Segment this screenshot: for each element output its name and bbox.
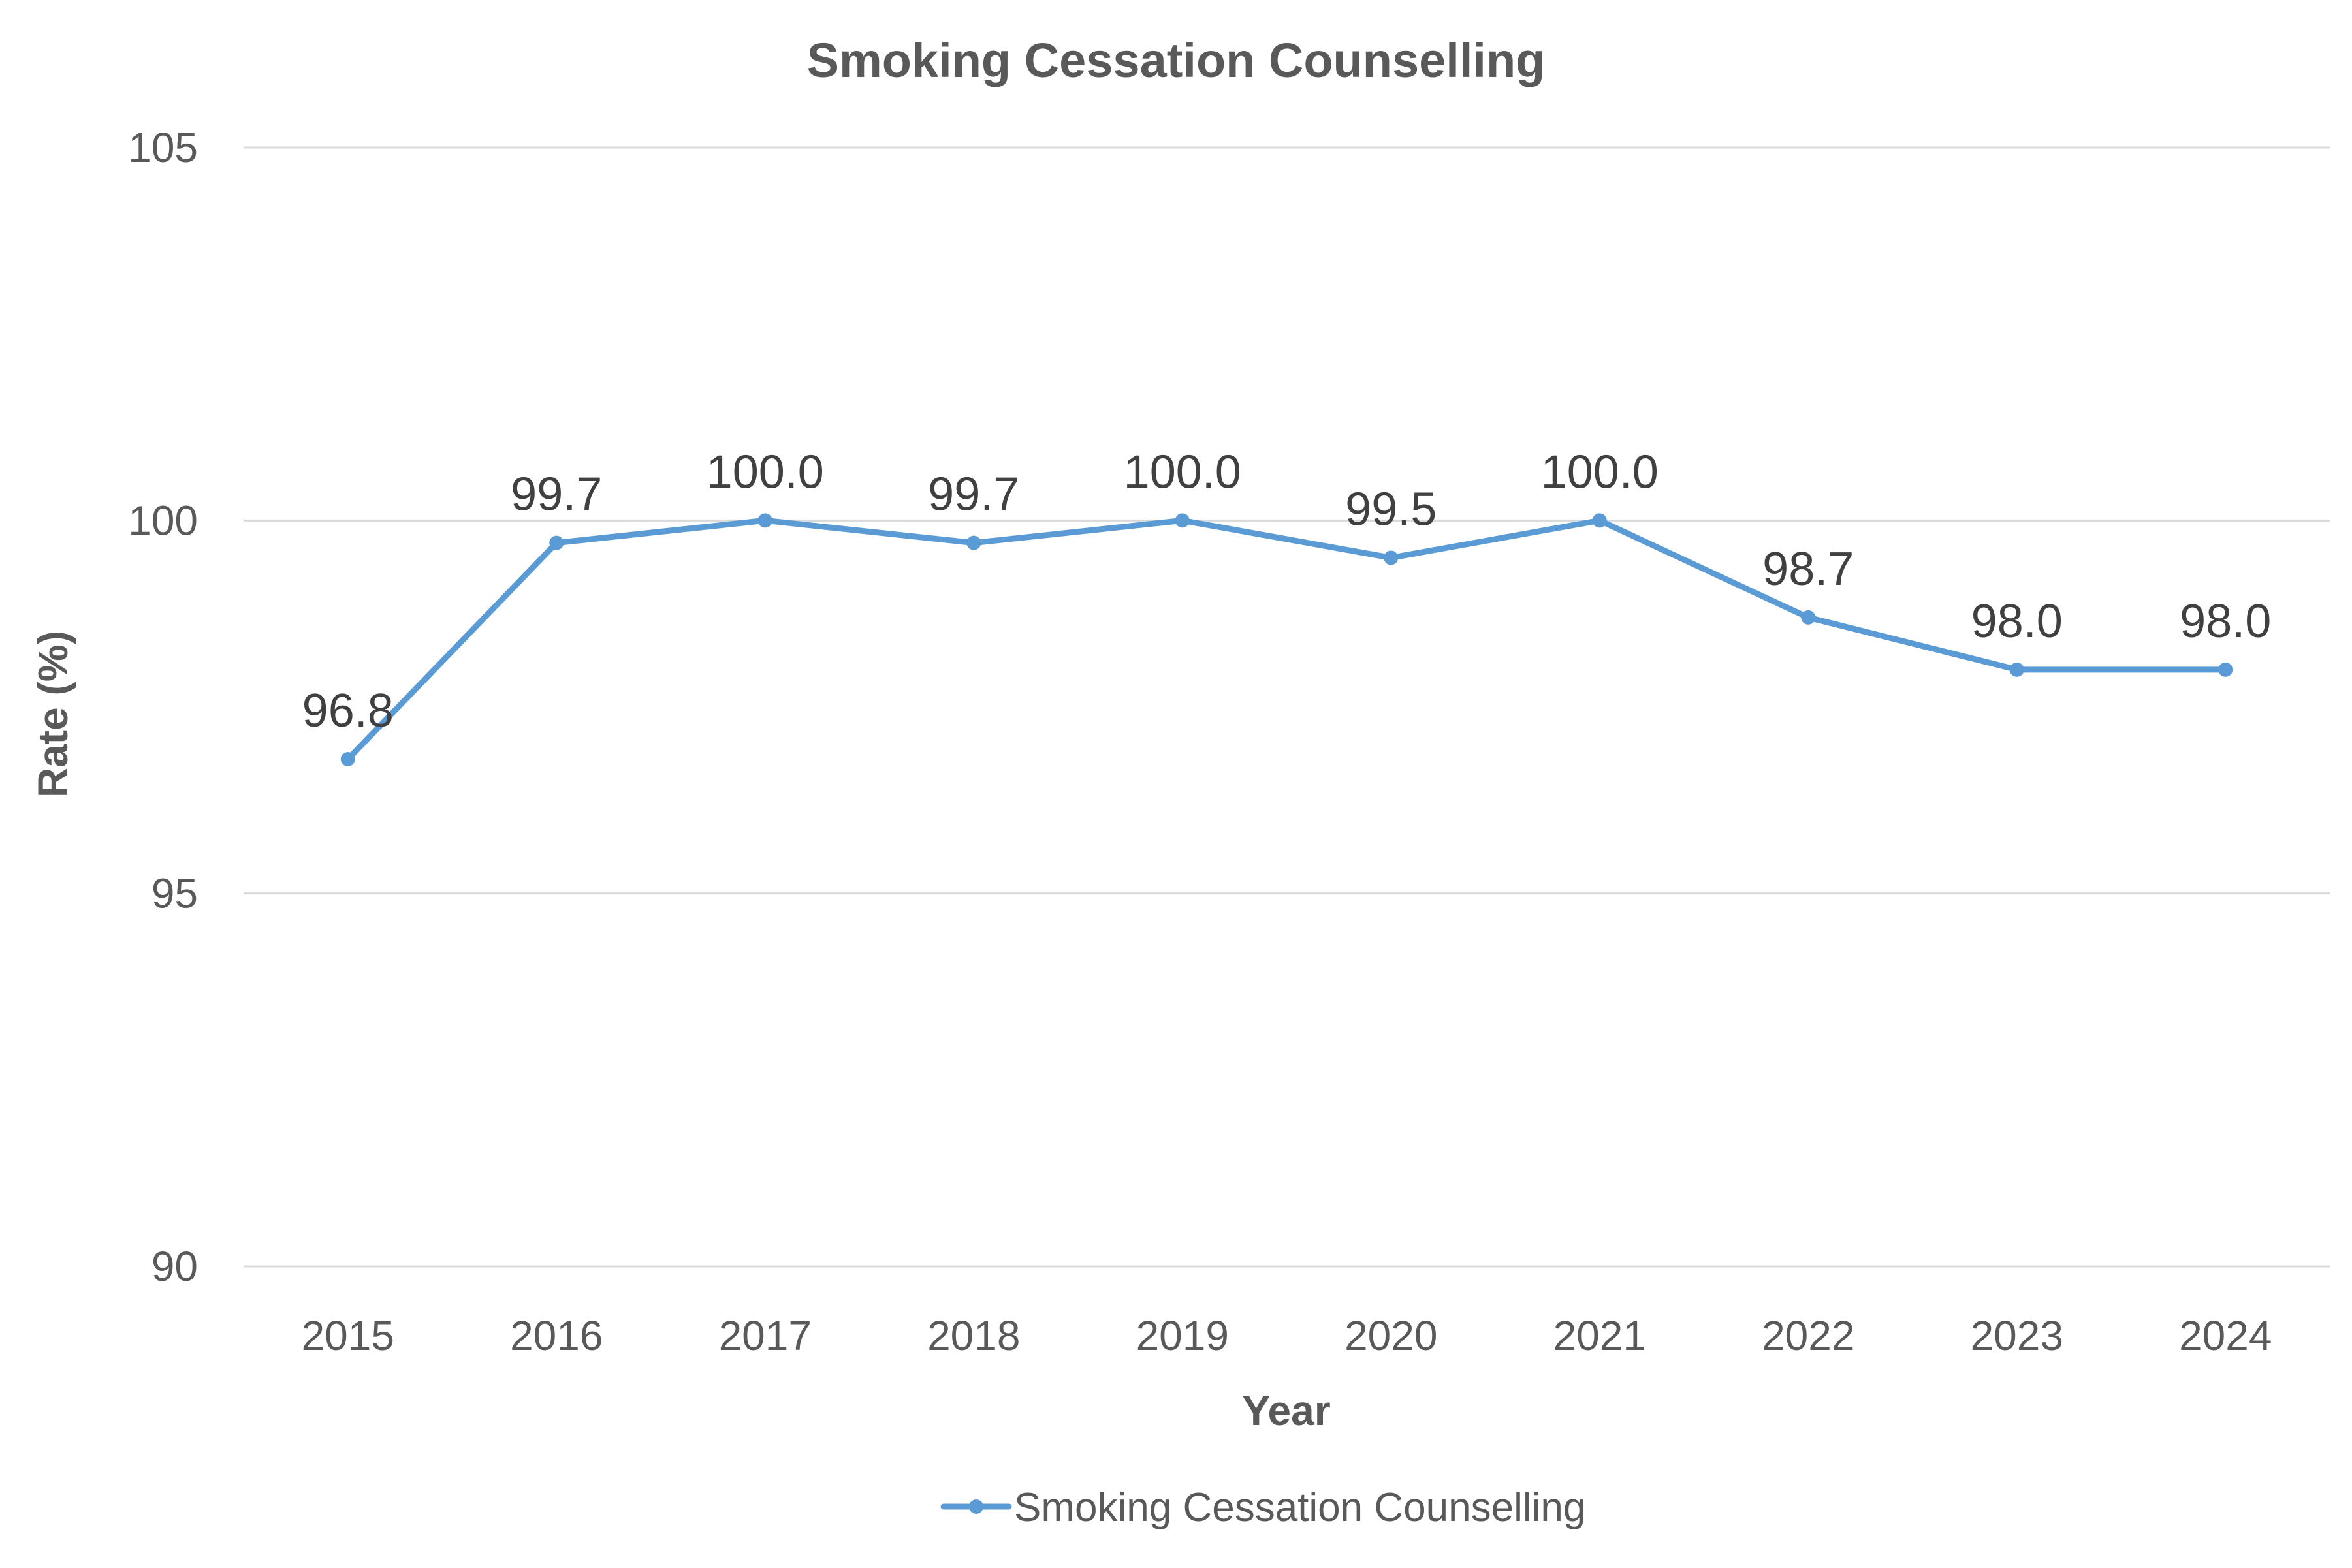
data-point-marker	[1801, 610, 1816, 625]
x-tick-label: 2021	[1553, 1312, 1646, 1359]
gridlines	[244, 146, 2330, 1268]
data-point-marker	[549, 535, 564, 550]
legend-marker-icon	[969, 1499, 983, 1514]
y-axis-title: Rate (%)	[29, 631, 76, 798]
data-label: 98.7	[1762, 543, 1854, 595]
chart-title: Smoking Cessation Counselling	[807, 33, 1546, 87]
data-label: 99.5	[1345, 483, 1437, 535]
x-tick-label: 2018	[927, 1312, 1020, 1359]
x-tick-label: 2023	[1971, 1312, 2063, 1359]
legend-label: Smoking Cessation Counselling	[1014, 1485, 1585, 1530]
y-tick-label: 90	[151, 1243, 198, 1290]
series-smoking-cessation-counselling	[340, 513, 2233, 766]
data-point-marker	[340, 751, 355, 766]
data-point-marker	[2009, 662, 2024, 677]
x-tick-label: 2024	[2179, 1312, 2272, 1359]
data-point-marker	[966, 535, 981, 550]
y-axis-tick-labels: 90 95 100 105	[128, 124, 198, 1290]
data-point-marker	[757, 513, 772, 528]
data-label: 100.0	[1541, 446, 1659, 498]
data-point-marker	[1592, 513, 1607, 528]
data-label: 99.7	[511, 469, 602, 521]
data-point-marker	[2218, 662, 2233, 677]
x-tick-label: 2019	[1136, 1312, 1229, 1359]
series-line	[345, 517, 2229, 762]
legend: Smoking Cessation Counselling	[940, 1485, 1585, 1530]
y-tick-label: 100	[128, 497, 198, 544]
data-label: 100.0	[707, 446, 824, 498]
data-label: 98.0	[2180, 595, 2271, 648]
data-labels: 96.8 99.7 100.0 99.7 100.0 99.5 100.0 98.7 98.0 9…	[302, 446, 2272, 737]
data-label: 100.0	[1124, 446, 1241, 498]
data-label: 96.8	[302, 685, 394, 737]
x-axis-tick-labels: 2015 2016 2017 2018 2019 2020 2021 2022 2023 2024	[302, 1312, 2272, 1359]
data-label: 98.0	[1971, 595, 2063, 648]
y-tick-label: 105	[128, 124, 198, 171]
data-point-marker	[1175, 513, 1190, 528]
x-tick-label: 2016	[510, 1312, 603, 1359]
data-point-marker	[1384, 550, 1399, 565]
x-tick-label: 2020	[1344, 1312, 1437, 1359]
y-tick-label: 95	[151, 870, 198, 917]
x-axis-title: Year	[1242, 1387, 1330, 1434]
x-tick-label: 2015	[302, 1312, 394, 1359]
x-tick-label: 2022	[1762, 1312, 1854, 1359]
data-label: 99.7	[928, 469, 1019, 521]
x-tick-label: 2017	[719, 1312, 812, 1359]
